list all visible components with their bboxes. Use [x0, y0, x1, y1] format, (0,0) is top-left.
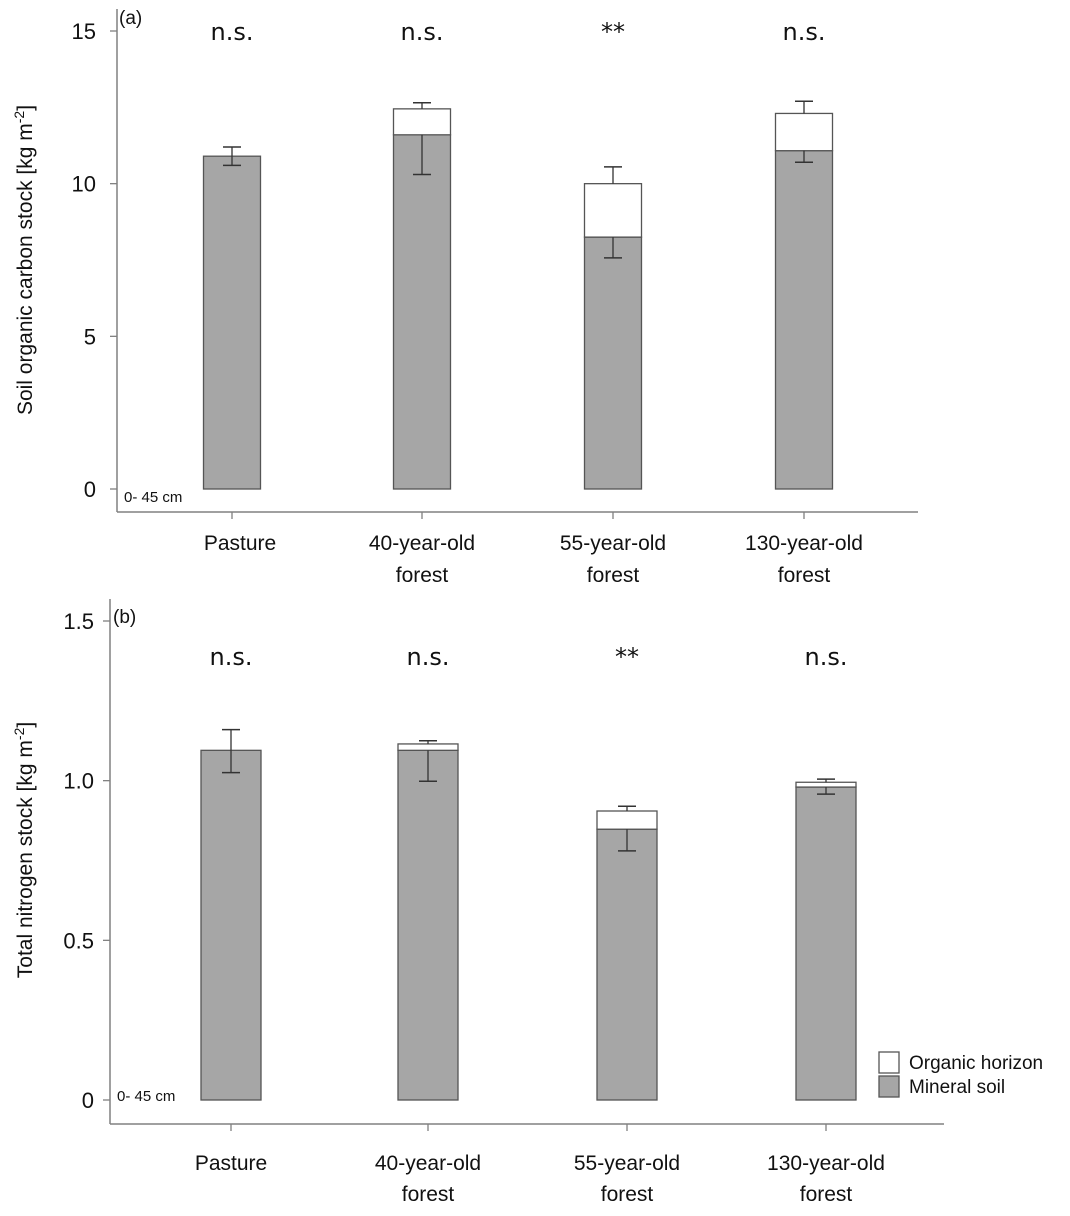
significance-label: ** — [601, 18, 625, 46]
x-tick-label: 130-year-old — [745, 532, 863, 555]
legend-swatch — [878, 1075, 900, 1098]
significance-label: ** — [615, 643, 639, 671]
y-axis-title: Soil organic carbon stock [kg m-2] — [11, 105, 37, 415]
x-tick-label: 40-year-old — [369, 532, 475, 555]
bar-mineral-soil — [774, 150, 834, 490]
panel-label: (b) — [113, 607, 136, 628]
significance-label: n.s. — [210, 643, 253, 671]
bar-mineral-soil — [795, 786, 857, 1101]
bar-mineral-soil — [392, 134, 452, 490]
legend-swatch — [878, 1051, 900, 1074]
bar-mineral-soil — [583, 236, 643, 490]
x-tick-label: forest — [402, 1183, 455, 1206]
y-tick-label: 1.0 — [63, 769, 94, 794]
x-tick-label: forest — [396, 564, 449, 587]
legend: Organic horizon Mineral soil — [878, 1051, 1043, 1098]
x-tick-label: forest — [601, 1183, 654, 1206]
significance-label: n.s. — [211, 18, 254, 46]
panel-b: 0 0.5 1.0 1.5 Total nitrogen stock [kg m-2] (… — [11, 599, 1043, 1206]
y-tick-label: 5 — [84, 324, 96, 349]
y-tick-label: 15 — [72, 19, 96, 44]
x-tick-label: forest — [800, 1183, 853, 1206]
bar-organic-horizon — [583, 183, 643, 238]
bar-mineral-soil — [202, 155, 262, 490]
depth-note: 0- 45 cm — [124, 489, 182, 506]
x-tick-label: 55-year-old — [574, 1152, 680, 1175]
panel-label: (a) — [119, 8, 142, 29]
x-tick-label: forest — [587, 564, 640, 587]
y-tick-label: 0.5 — [63, 928, 94, 953]
legend-label: Organic horizon — [909, 1053, 1043, 1074]
significance-label: n.s. — [805, 643, 848, 671]
bar-organic-horizon — [397, 743, 459, 751]
y-tick-label: 1.5 — [63, 609, 94, 634]
bar-organic-horizon — [774, 112, 834, 152]
bar-organic-horizon — [596, 810, 658, 830]
x-tick-label: Pasture — [195, 1152, 267, 1175]
panel-a: 0 5 10 15 Soil organic carbon stock [kg m-2]… — [11, 8, 918, 587]
bar-mineral-soil — [397, 749, 459, 1101]
bar-organic-horizon — [795, 781, 857, 788]
y-axis-title: Total nitrogen stock [kg m-2] — [11, 722, 37, 978]
significance-label: n.s. — [407, 643, 450, 671]
bar-mineral-soil — [596, 828, 658, 1101]
x-tick-label: 55-year-old — [560, 532, 666, 555]
bar-mineral-soil — [200, 749, 262, 1101]
x-tick-label: forest — [778, 564, 831, 587]
y-tick-label: 0 — [82, 1088, 94, 1113]
legend-label: Mineral soil — [909, 1077, 1005, 1098]
significance-label: n.s. — [783, 18, 826, 46]
x-tick-label: 40-year-old — [375, 1152, 481, 1175]
bar-organic-horizon — [392, 108, 452, 136]
y-tick-label: 10 — [72, 172, 96, 197]
depth-note: 0- 45 cm — [117, 1088, 175, 1105]
y-tick-label: 0 — [84, 477, 96, 502]
x-tick-label: Pasture — [204, 532, 276, 555]
x-tick-label: 130-year-old — [767, 1152, 885, 1175]
significance-label: n.s. — [401, 18, 444, 46]
